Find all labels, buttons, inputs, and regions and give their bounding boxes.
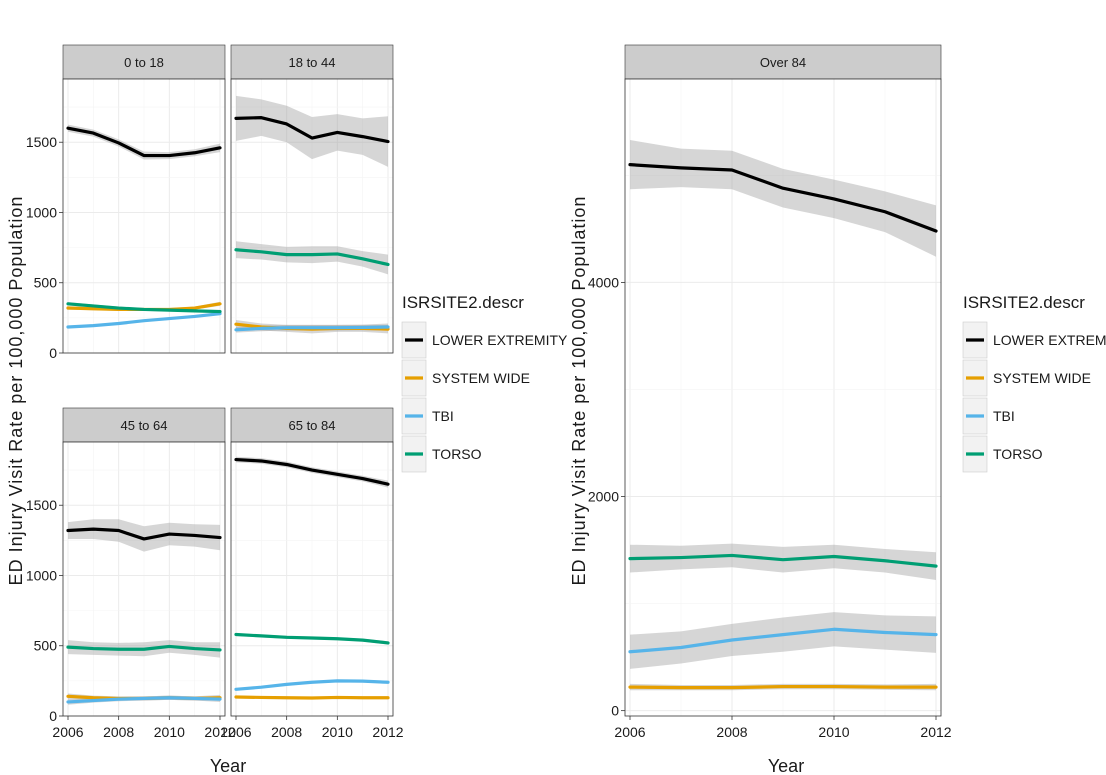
x-tick-label: 2012 <box>920 724 951 740</box>
panel-border <box>62 78 226 354</box>
x-axis-title: Year <box>768 756 804 775</box>
series-line-lower-extremity <box>66 527 222 541</box>
y-tick-label: 0 <box>49 345 57 361</box>
facet-panel: Over 84 0 2000 4000 2006 2008 2010 2012 <box>588 44 952 740</box>
series-line-system-wide <box>234 695 390 700</box>
facet-panel: 18 to 44 <box>230 44 394 354</box>
y-tick-label: 1000 <box>26 204 57 220</box>
series-line-torso <box>234 248 390 267</box>
panel-border <box>230 78 394 354</box>
series-line-lower-extremity <box>234 457 390 486</box>
chart-0: 0 to 18 0 500 1000 1500 18 to 44 45 to 64 0 500 1… <box>6 44 568 775</box>
y-tick-label: 2000 <box>588 489 619 505</box>
series-line-system-wide <box>628 684 938 690</box>
ci-ribbon-lower-extremity <box>68 124 220 160</box>
facet-title: 18 to 44 <box>289 55 336 70</box>
y-tick-label: 1500 <box>26 497 57 513</box>
y-tick-label: 1000 <box>26 567 57 583</box>
series-line-tbi <box>234 679 390 691</box>
x-tick-label: 2006 <box>220 724 251 740</box>
x-tick-label: 2006 <box>52 724 83 740</box>
panel-border <box>62 441 226 717</box>
series-line-tbi <box>66 312 222 329</box>
legend-label: TORSO <box>432 446 482 462</box>
x-tick-label: 2008 <box>716 724 747 740</box>
series-line-tbi <box>66 696 222 704</box>
legend-title: ISRSITE2.descr <box>402 293 524 312</box>
facet-title: 65 to 84 <box>289 418 336 433</box>
x-tick-label: 2008 <box>103 724 134 740</box>
x-axis-title: Year <box>210 756 246 775</box>
legend: ISRSITE2.descr LOWER EXTREMITY SYSTEM WIDE… <box>962 293 1106 473</box>
ci-ribbon-tbi <box>630 612 936 669</box>
x-tick-label: 2010 <box>154 724 185 740</box>
ci-ribbon-lower-extremity <box>68 519 220 552</box>
series-line-torso <box>234 632 390 645</box>
ci-ribbon-torso <box>630 543 936 581</box>
ci-ribbon-torso <box>236 241 388 275</box>
facet-panel: 65 to 84 2006 2008 2010 2012 <box>220 407 404 740</box>
series-line-torso <box>66 302 222 314</box>
legend-title: ISRSITE2.descr <box>963 293 1085 312</box>
ci-ribbon-lower-extremity <box>236 95 388 167</box>
y-tick-label: 1500 <box>26 134 57 150</box>
legend-label: LOWER EXTREMITY <box>993 332 1106 348</box>
facet-panel: 0 to 18 0 500 1000 1500 <box>26 44 226 361</box>
legend-label: LOWER EXTREMITY <box>432 332 568 348</box>
x-tick-label: 2010 <box>322 724 353 740</box>
panel-border <box>624 78 942 717</box>
x-tick-label: 2010 <box>818 724 849 740</box>
y-tick-label: 4000 <box>588 274 619 290</box>
facet-title: Over 84 <box>760 55 806 70</box>
series-line-torso <box>66 644 222 652</box>
series-line-tbi <box>628 627 938 654</box>
x-tick-label: 2012 <box>372 724 403 740</box>
legend-label: TBI <box>432 408 454 424</box>
legend-label: TORSO <box>993 446 1043 462</box>
series-line-lower-extremity <box>628 163 938 233</box>
facet-title: 45 to 64 <box>121 418 168 433</box>
y-tick-label: 500 <box>34 638 58 654</box>
facet-strip <box>230 407 394 443</box>
legend-label: SYSTEM WIDE <box>993 370 1091 386</box>
series-line-torso <box>628 553 938 568</box>
series-line-lower-extremity <box>66 126 222 158</box>
y-axis-title: ED Injury Visit Rate per 100,000 Populat… <box>569 196 589 586</box>
x-tick-label: 2006 <box>614 724 645 740</box>
series-line-tbi <box>234 325 390 332</box>
y-tick-label: 500 <box>34 275 58 291</box>
ci-ribbon-lower-extremity <box>236 456 388 488</box>
series-line-lower-extremity <box>234 116 390 144</box>
facet-strip <box>62 44 226 80</box>
panel-border <box>230 441 394 717</box>
legend-label: TBI <box>993 408 1015 424</box>
facet-panel: 45 to 64 0 500 1000 1500 2006 2008 2010 2012 <box>26 407 236 740</box>
legend-label: SYSTEM WIDE <box>432 370 530 386</box>
chart-1: Over 84 0 2000 4000 2006 2008 2010 2012 ED Injur… <box>569 44 1106 775</box>
x-tick-label: 2012 <box>204 724 235 740</box>
y-tick-label: 0 <box>611 703 619 719</box>
x-tick-label: 2008 <box>271 724 302 740</box>
legend: ISRSITE2.descr LOWER EXTREMITY SYSTEM WIDE… <box>401 293 568 473</box>
y-tick-label: 0 <box>49 708 57 724</box>
facet-title: 0 to 18 <box>124 55 164 70</box>
y-axis-title: ED Injury Visit Rate per 100,000 Populat… <box>6 196 26 586</box>
